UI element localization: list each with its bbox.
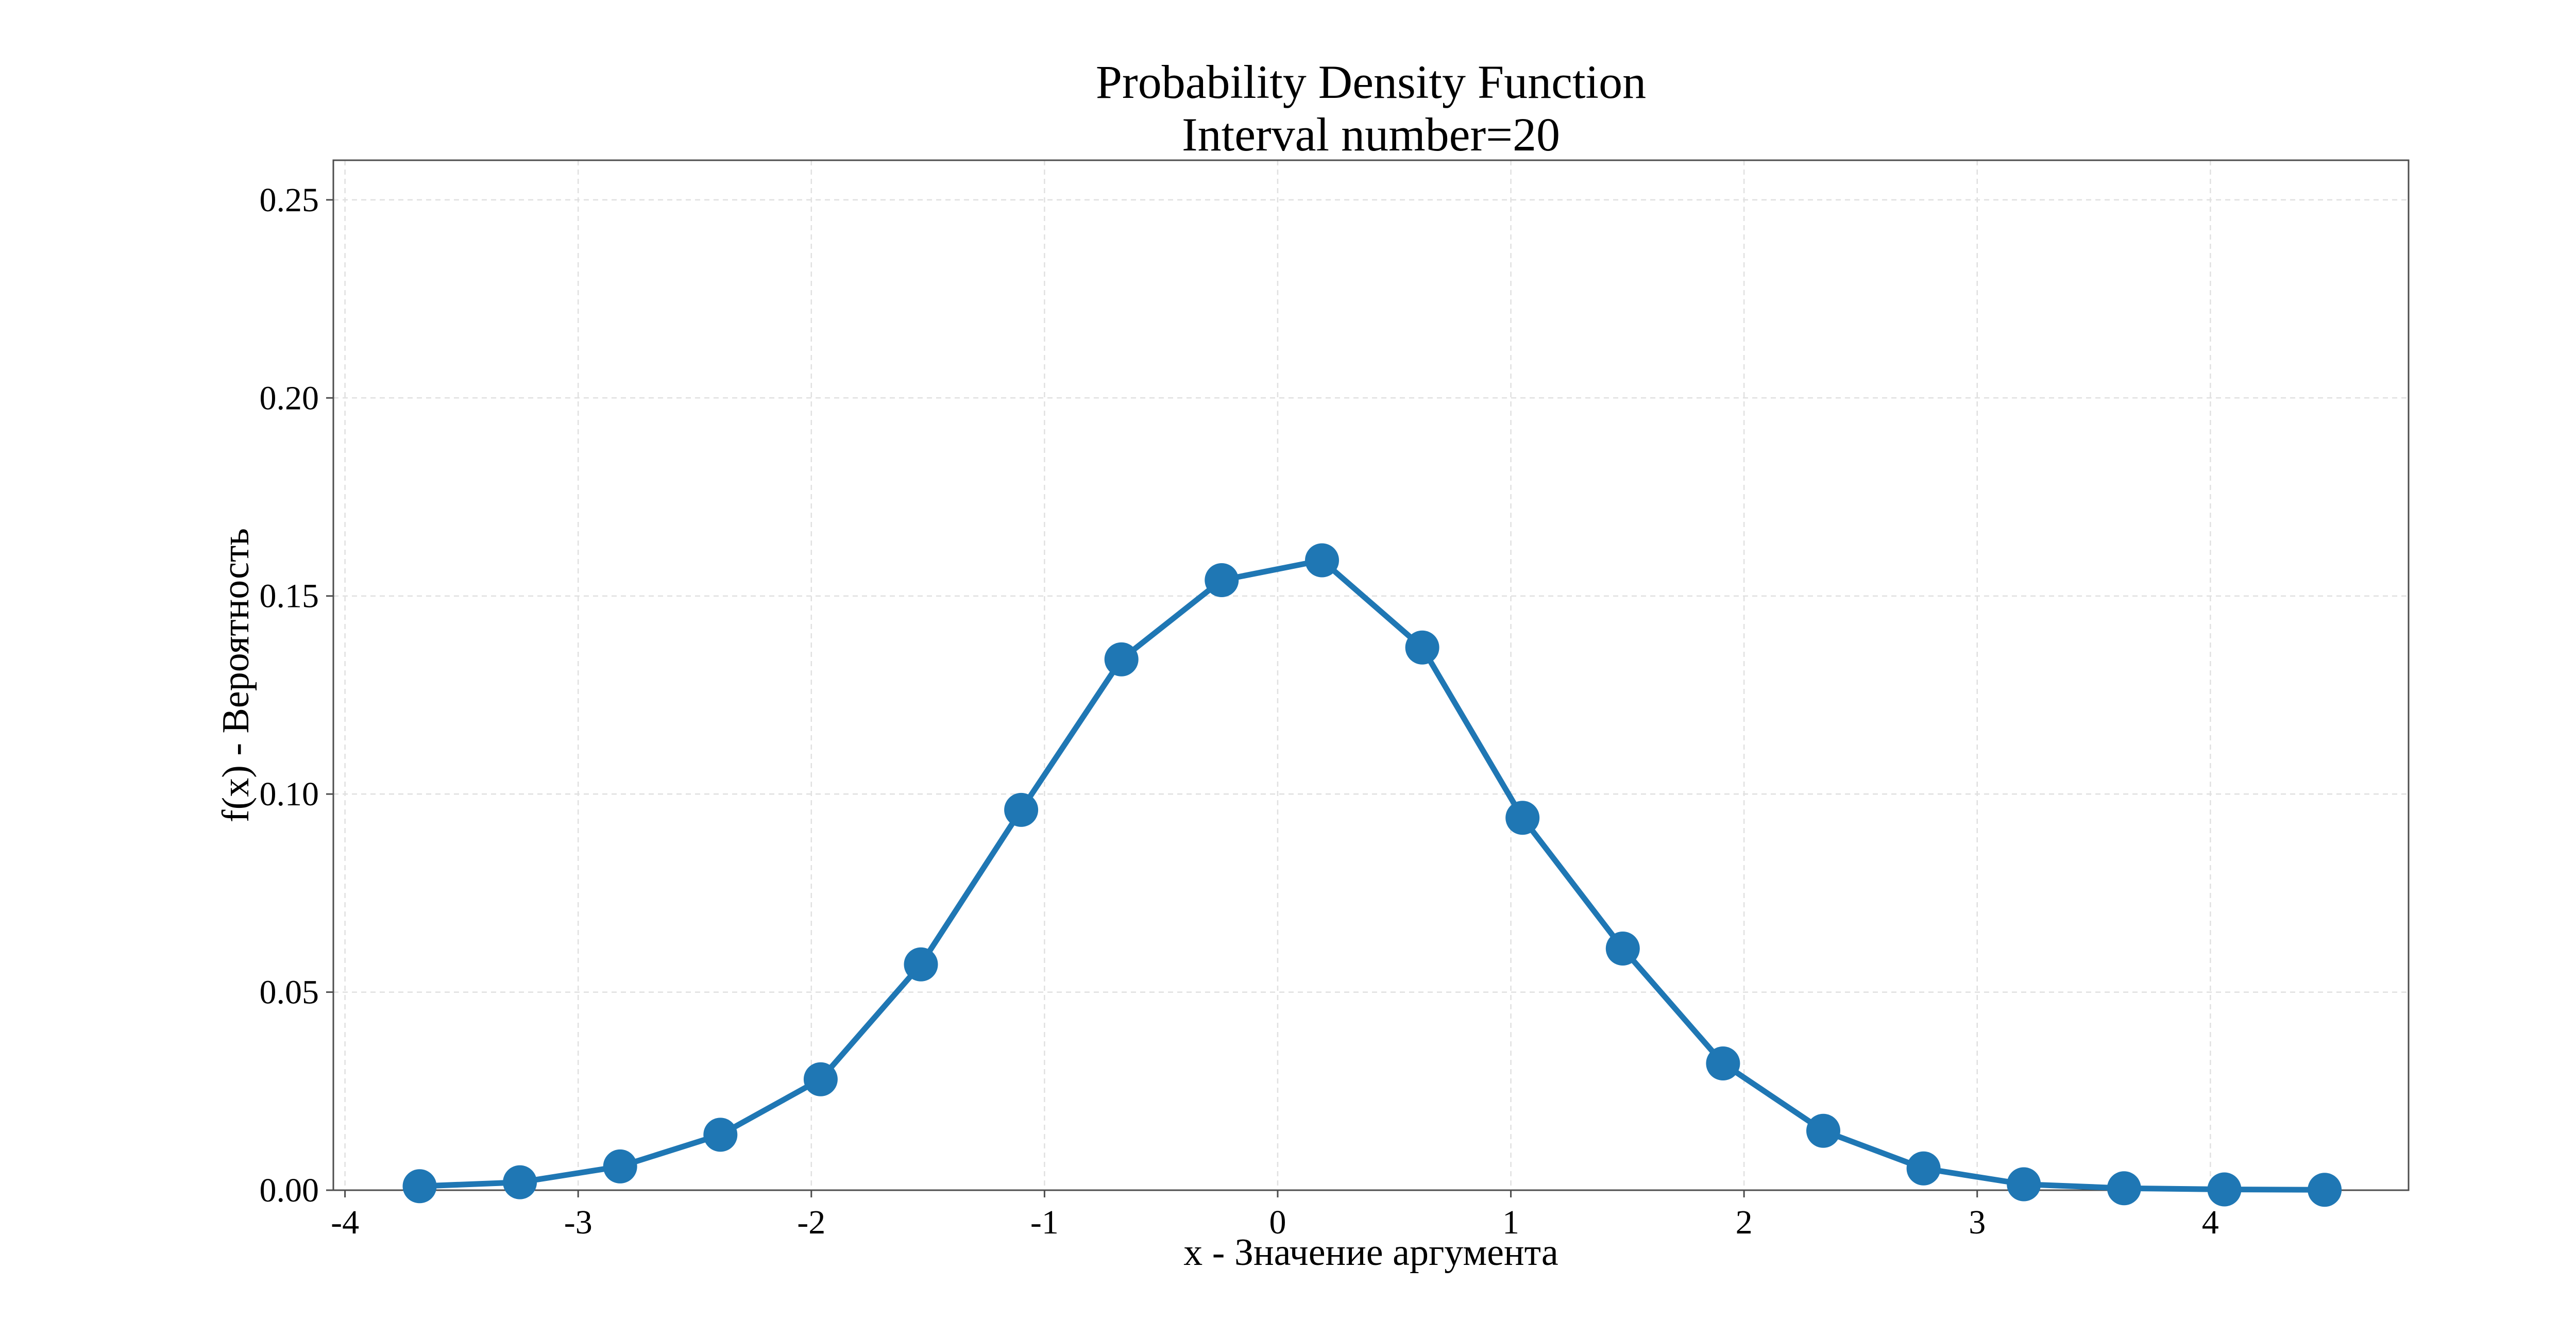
marker-layer	[402, 543, 2342, 1207]
data-point	[1305, 543, 1339, 578]
data-point	[2308, 1173, 2342, 1207]
data-point	[503, 1165, 537, 1199]
data-point	[2107, 1171, 2141, 1206]
data-point	[1706, 1046, 1740, 1080]
x-tick-label: -1	[1030, 1204, 1059, 1241]
data-point	[1004, 792, 1039, 827]
x-tick-label: 4	[2202, 1204, 2219, 1241]
series-line	[417, 557, 2328, 1193]
data-point	[2207, 1172, 2242, 1207]
tick-layer: -4 -3 -2 -1 0 1 2 3 4 0.00 0.05 0.10 0.15 0.20 0.25	[260, 181, 2219, 1241]
data-point	[2007, 1167, 2041, 1202]
chart-subtitle: Interval number=20	[1182, 108, 1560, 161]
data-point	[1906, 1151, 1941, 1186]
x-axis-label: x - Значение аргумента	[1183, 1231, 1558, 1274]
data-point	[1806, 1113, 1840, 1148]
y-tick-label: 0.00	[260, 1172, 319, 1209]
data-point	[1104, 642, 1139, 677]
data-point	[904, 947, 938, 982]
y-axis-label: f(x) - Вероятность	[215, 528, 257, 822]
data-point	[703, 1118, 738, 1152]
chart-title: Probability Density Function	[1096, 56, 1646, 108]
data-point	[1405, 630, 1439, 665]
x-tick-label: -2	[797, 1204, 825, 1241]
series-layer	[417, 557, 2328, 1193]
data-point	[402, 1169, 437, 1204]
x-tick-label: 1	[1502, 1204, 1519, 1241]
y-tick-label: 0.05	[260, 974, 319, 1011]
plot-frame	[332, 159, 2410, 1191]
data-point	[1505, 801, 1540, 835]
x-tick-label: 0	[1269, 1204, 1286, 1241]
data-point	[603, 1149, 637, 1183]
data-point	[1605, 932, 1640, 966]
x-tick-label: 2	[1736, 1204, 1753, 1241]
y-tick-label: 0.25	[260, 181, 319, 219]
x-tick-label: 3	[1969, 1204, 1986, 1241]
data-point	[803, 1062, 838, 1096]
y-tick-label: 0.20	[260, 379, 319, 417]
y-tick-label: 0.15	[260, 578, 319, 615]
data-point	[1205, 563, 1239, 597]
grid-layer	[333, 160, 2409, 1191]
y-tick-label: 0.10	[260, 775, 319, 813]
x-tick-label: -4	[331, 1204, 359, 1241]
x-tick-label: -3	[564, 1204, 592, 1241]
